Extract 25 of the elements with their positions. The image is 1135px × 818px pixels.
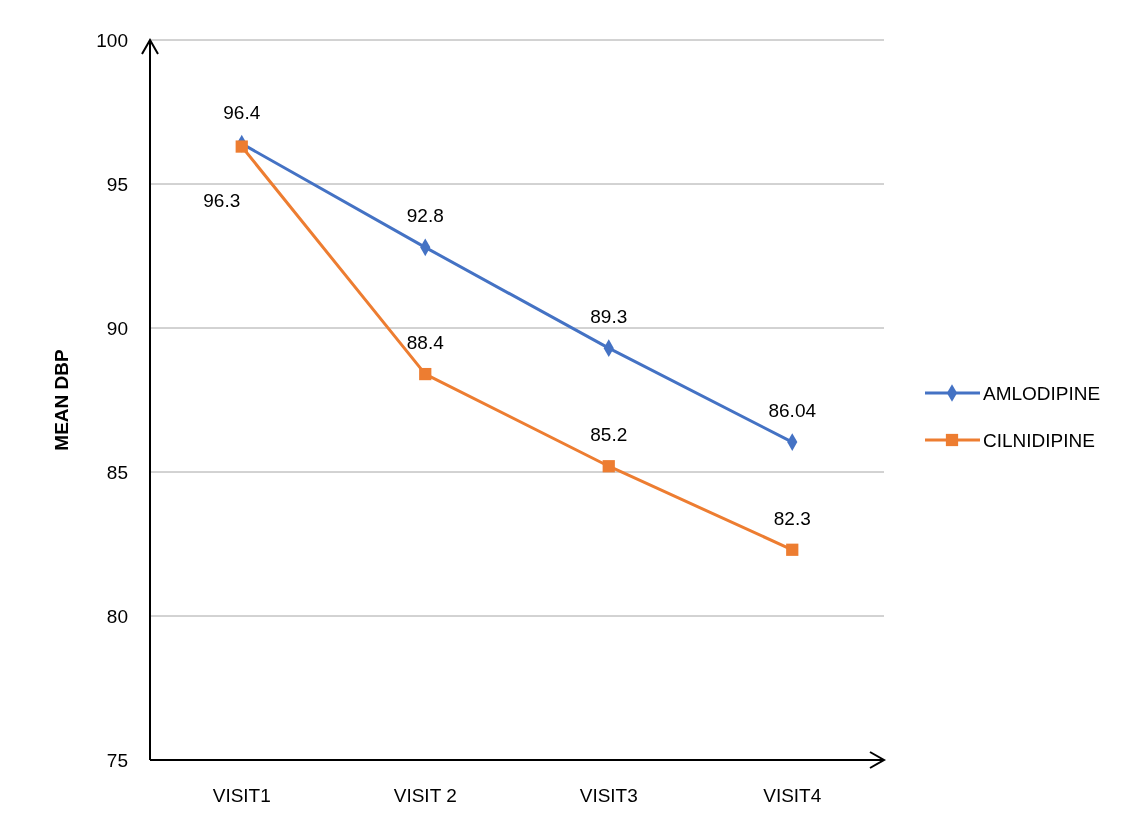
- point: [786, 543, 799, 556]
- point: [419, 367, 432, 381]
- y-tick-label: 85: [106, 461, 128, 483]
- x-tick-label: VISIT3: [579, 785, 638, 806]
- y-tick-label: 75: [106, 749, 128, 771]
- data-label: 96.3: [203, 189, 241, 211]
- data-label: 88.4: [406, 332, 445, 354]
- x-tick-label: VISIT4: [763, 785, 822, 806]
- point: [602, 460, 615, 473]
- x-tick-label: VISIT 2: [393, 785, 457, 806]
- y-tick-label: 90: [106, 317, 128, 339]
- data-label: 96.4: [223, 101, 261, 123]
- legend-label: CILNIDIPINE: [983, 429, 1095, 451]
- point: [235, 140, 248, 153]
- data-label: 89.3: [590, 306, 628, 328]
- y-tick-label: 95: [106, 173, 128, 195]
- x-tick-label: VISIT1: [212, 785, 271, 806]
- y-tick-label: 80: [106, 605, 128, 627]
- y-axis-title: MEAN DBP: [51, 349, 72, 451]
- data-label: 82.3: [773, 507, 811, 529]
- data-label: 85.2: [590, 424, 628, 446]
- data-label: 92.8: [406, 205, 444, 227]
- legend-label: AMLODIPINE: [983, 382, 1101, 404]
- y-tick-label: 100: [96, 29, 128, 51]
- data-label: 86.04: [768, 400, 817, 422]
